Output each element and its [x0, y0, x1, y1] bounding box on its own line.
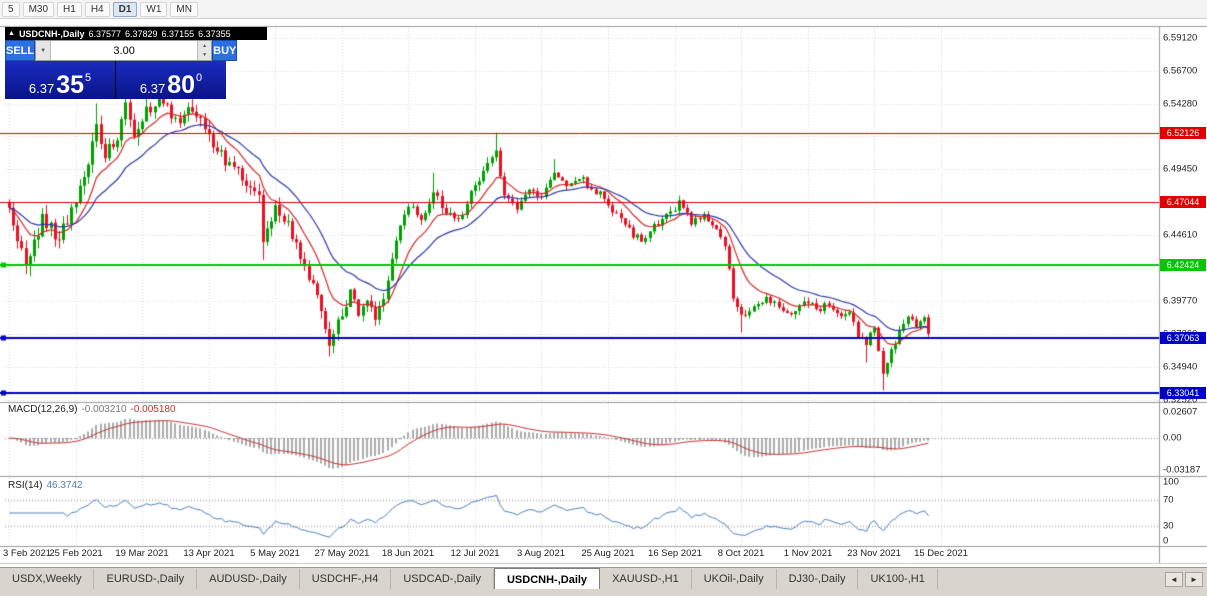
chart-tab-UKOil-Daily[interactable]: UKOil-,Daily — [692, 569, 777, 589]
price-axis-label: 6.49450 — [1163, 163, 1198, 175]
volume-dropdown-icon[interactable]: ▼ — [36, 41, 52, 60]
date-axis-label: 1 Nov 2021 — [783, 548, 833, 559]
price-axis-label: 6.59120 — [1163, 32, 1198, 44]
rsi-axis-label: 30 — [1163, 520, 1174, 532]
price-axis-label: 6.44610 — [1163, 229, 1198, 241]
date-axis-label: 25 Aug 2021 — [581, 548, 635, 559]
volume-control: ▼ ▲ ▼ — [35, 40, 213, 61]
rsi-name: RSI(14) — [8, 480, 43, 491]
chart-tab-XAUUSD-H1[interactable]: XAUUSD-,H1 — [600, 569, 692, 589]
chart-tab-UK100-H1[interactable]: UK100-,H1 — [858, 569, 938, 589]
chart-symbol-title: USDCNH-,Daily — [18, 28, 85, 39]
bid-price-pips: 35 — [56, 70, 84, 99]
timeframe-button-H4[interactable]: H4 — [84, 1, 110, 17]
price-tag-6.33041: 6.33041 — [1160, 386, 1206, 399]
tabs-scroll-left-icon[interactable]: ◄ — [1165, 572, 1183, 587]
macd-axis-label: -0.03187 — [1163, 464, 1201, 476]
date-axis-label: 3 Feb 2021 — [3, 548, 52, 559]
date-axis[interactable]: 3 Feb 2021 25 Feb 2021 19 Mar 2021 13 Apr 2… — [0, 546, 1160, 563]
date-axis-label: 13 Apr 2021 — [183, 548, 235, 559]
timeframe-button-H1[interactable]: H1 — [57, 1, 82, 17]
chart-tab-USDCNH-Daily[interactable]: USDCNH-,Daily — [493, 568, 601, 589]
volume-up-icon[interactable]: ▲ — [202, 42, 208, 49]
bid-ask-display: 6.37 35 5 6.37 80 0 — [5, 61, 226, 99]
chart-tabs: USDX,Weekly EURUSD-,Daily AUDUSD-,Daily USD… — [0, 568, 938, 589]
tabs-scroll-arrows: ◄ ► — [1165, 568, 1207, 587]
trade-controls-row: SELL ▼ ▲ ▼ BUY — [5, 40, 238, 61]
macd-main-value: -0.003210 — [81, 404, 127, 415]
ohlc-open: 6.37577 — [88, 28, 121, 39]
chart-tab-EURUSD-Daily[interactable]: EURUSD-,Daily — [94, 569, 198, 589]
timeframe-button-MN[interactable]: MN — [170, 1, 198, 17]
date-axis-label: 18 Jun 2021 — [381, 548, 435, 559]
timeframe-toolbar: 5 M30 H1 H4 D1 W1 MN — [0, 0, 1207, 19]
chart-tabs-bar: USDX,Weekly EURUSD-,Daily AUDUSD-,Daily USD… — [0, 567, 1207, 596]
timeframe-button-W1[interactable]: W1 — [140, 1, 168, 17]
macd-signal-value: -0.005180 — [130, 404, 176, 415]
date-axis-label: 12 Jul 2021 — [450, 548, 500, 559]
macd-indicator-label: MACD(12,26,9) -0.003210 -0.005180 — [8, 404, 176, 415]
collapse-arrow-icon[interactable]: ▲ — [8, 30, 15, 37]
bid-price-button[interactable]: 6.37 35 5 — [5, 61, 115, 99]
date-axis-label: 23 Nov 2021 — [847, 548, 901, 559]
date-axis-label: 16 Sep 2021 — [648, 548, 702, 559]
chart-tab-USDCHF-H4[interactable]: USDCHF-,H4 — [300, 569, 392, 589]
macd-name: MACD(12,26,9) — [8, 404, 78, 415]
date-axis-label: 19 Mar 2021 — [115, 548, 169, 559]
bid-price-main: 6.37 — [28, 81, 55, 96]
date-axis-label: 25 Feb 2021 — [49, 548, 103, 559]
macd-axis-label: 0.00 — [1163, 432, 1182, 444]
date-axis-label: 3 Aug 2021 — [516, 548, 566, 559]
timeframe-button-5[interactable]: 5 — [2, 1, 20, 17]
ask-price-button[interactable]: 6.37 80 0 — [116, 61, 226, 99]
date-axis-label: 8 Oct 2021 — [717, 548, 765, 559]
price-tag-6.37063: 6.37063 — [1160, 331, 1206, 344]
date-axis-label: 15 Dec 2021 — [914, 548, 968, 559]
price-axis[interactable]: 6.591206.567006.542806.518706.494506.470… — [1160, 0, 1207, 563]
rsi-axis-label: 0 — [1163, 535, 1169, 547]
rsi-axis-label: 70 — [1163, 494, 1174, 506]
ohlc-high: 6.37829 — [125, 28, 158, 39]
chart-tab-USDCAD-Daily[interactable]: USDCAD-,Daily — [391, 569, 494, 589]
price-axis-label: 6.56700 — [1163, 65, 1198, 77]
price-axis-label: 6.39770 — [1163, 295, 1198, 307]
chart-tab-AUDUSD-Daily[interactable]: AUDUSD-,Daily — [197, 569, 300, 589]
ohlc-low: 6.37155 — [161, 28, 195, 39]
buy-button[interactable]: BUY — [212, 40, 238, 61]
bid-price-point: 5 — [85, 72, 92, 84]
timeframe-button-M30[interactable]: M30 — [22, 1, 55, 17]
timeframe-button-D1[interactable]: D1 — [112, 1, 138, 17]
volume-input[interactable] — [51, 41, 198, 60]
price-tag-6.52126: 6.52126 — [1160, 127, 1206, 139]
price-axis-label: 6.34940 — [1163, 361, 1198, 373]
rsi-indicator-label: RSI(14) 46.3742 — [8, 480, 83, 491]
chart-tab-DJ30-Daily[interactable]: DJ30-,Daily — [777, 569, 859, 589]
date-axis-label: 5 May 2021 — [250, 548, 300, 559]
price-axis-label: 6.54280 — [1163, 98, 1198, 110]
rsi-value: 46.3742 — [46, 480, 83, 491]
tabs-scroll-right-icon[interactable]: ► — [1185, 572, 1203, 587]
volume-spinner: ▲ ▼ — [197, 41, 212, 60]
price-axis-label: 6.32520 — [1163, 394, 1198, 406]
price-tag-6.47044: 6.47044 — [1160, 196, 1206, 209]
rsi-axis-label: 100 — [1163, 476, 1179, 488]
date-axis-label: 27 May 2021 — [314, 548, 370, 559]
volume-down-icon[interactable]: ▼ — [202, 52, 208, 59]
one-click-trading-panel: SELL ▼ ▲ ▼ BUY 6.37 35 5 6.37 80 0 — [5, 40, 238, 99]
ask-price-pips: 80 — [167, 70, 195, 99]
chart-title-strip: ▲ USDCNH-,Daily 6.37577 6.37829 6.37155 … — [5, 27, 267, 40]
price-tag-6.42424: 6.42424 — [1160, 259, 1206, 271]
chart-tab-USDX-Weekly[interactable]: USDX,Weekly — [0, 569, 95, 589]
ask-price-point: 0 — [196, 72, 203, 84]
ask-price-main: 6.37 — [139, 81, 166, 96]
macd-axis-label: 0.02607 — [1163, 406, 1198, 418]
ohlc-close: 6.37355 — [198, 28, 231, 39]
sell-button[interactable]: SELL — [5, 40, 36, 61]
